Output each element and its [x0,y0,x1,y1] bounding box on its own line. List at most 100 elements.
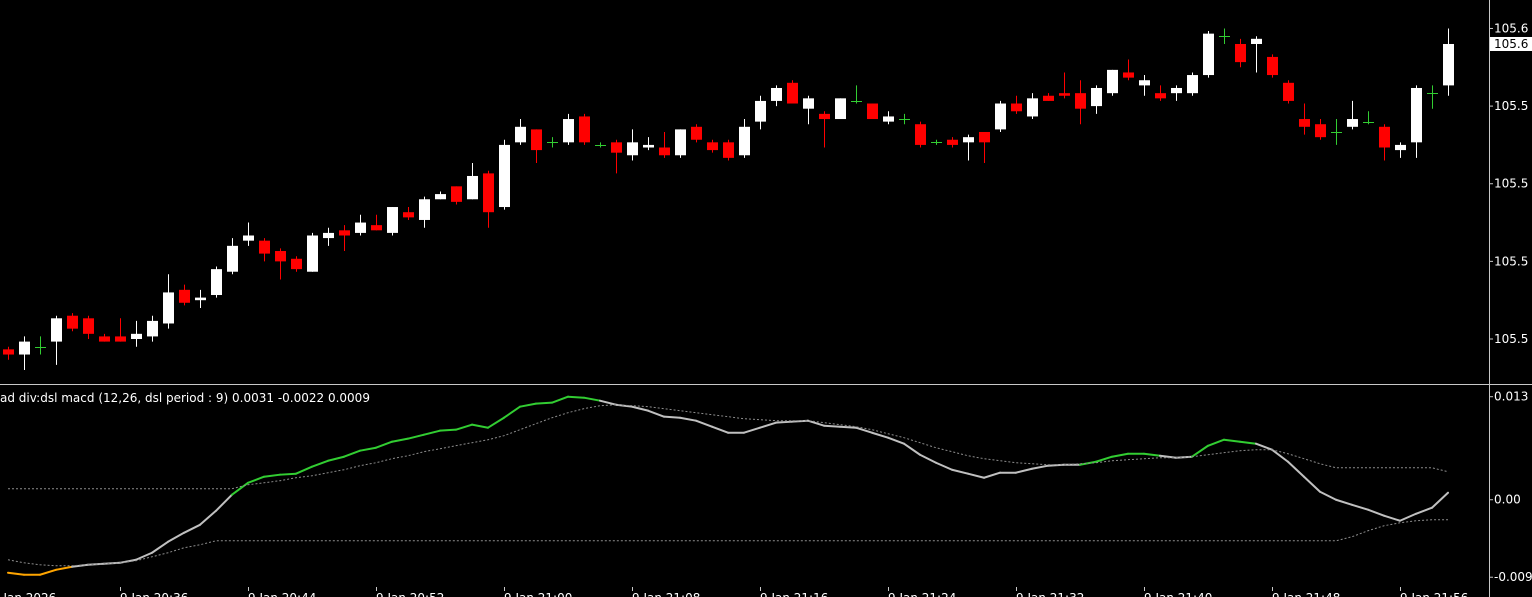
macd-segment [983,471,1001,479]
current-price-label: 105.6 [1494,37,1528,51]
candle-body [275,251,286,262]
candle-body [499,144,510,208]
candle-body [227,245,238,272]
y-tick-label: 105.5 [1494,177,1528,191]
y-tick-label: 105.5 [1494,254,1528,268]
macd-segment [439,428,457,432]
candle-body [515,126,526,143]
macd-segment [807,419,825,427]
macd-segment [343,449,361,458]
macd-segment [647,409,665,418]
candle-body [1075,93,1086,109]
indicator-title: ad div:dsl macd (12,26, dsl period : 9) … [0,391,370,405]
macd-segment [887,436,905,445]
macd-segment [199,509,217,526]
macd-segment [55,565,73,571]
x-tick-label: 9 Jan 21:40 [1144,591,1212,597]
y-tick-label: 105.6 [1494,21,1528,35]
candle-body [579,116,590,143]
macd-segment [247,475,265,484]
macd-segment [1143,452,1161,457]
candle-body [1171,87,1182,94]
candle-body [915,124,926,145]
macd-segment [743,426,761,434]
macd-segment [7,571,25,576]
macd-segment [1319,490,1337,501]
macd-segment [903,442,921,456]
x-tick-label: 9 Jan 21:48 [1272,591,1340,597]
candle-body [323,232,334,239]
macd-segment [1367,508,1385,517]
candle-body [1411,87,1422,143]
candle-body [1347,119,1358,127]
candle-body [675,129,686,156]
candle-body [643,144,654,148]
x-tick-label: 9 Jan 20:52 [376,591,444,597]
candle-body [371,225,382,231]
candle-body [435,194,446,200]
candle-body [659,147,670,156]
candle-body [531,129,542,151]
macd-segment [1207,438,1225,447]
candle-body [67,315,78,329]
macd-segment [679,416,697,422]
dotted-line [8,404,1449,490]
macd-segment [519,402,537,408]
candle-body [803,98,814,109]
candle-body [131,333,142,340]
candle-body [1203,33,1214,76]
y-tick-label: -0.009 [1494,570,1532,584]
macd-segment [359,446,377,452]
macd-segment [567,395,585,399]
candle-body [787,82,798,104]
macd-segment [871,431,889,439]
candle-body [339,230,350,236]
macd-segment [135,551,153,561]
candle-body [1155,93,1166,99]
candle-body [947,139,958,145]
x-tick-label: 9 Jan 21:00 [504,591,572,597]
macd-segment [1111,452,1129,458]
macd-segment [599,399,617,406]
macd-segment [1351,503,1369,511]
candle-body [291,258,302,270]
candle-body [1123,72,1134,78]
macd-segment [311,459,329,468]
candle-body [3,349,14,355]
macd-segment [1095,455,1113,463]
candle-body [1235,43,1246,63]
macd-segment [935,461,953,471]
candle-body [1379,126,1390,148]
candle-body [355,222,366,233]
macd-segment [487,416,505,429]
macd-segment [583,396,601,402]
x-tick-label: 9 Jan 20:36 [120,591,188,597]
y-tick-label: 0.013 [1494,390,1528,404]
candle-body [1139,80,1150,86]
candle-body [1107,69,1118,94]
macd-segment [535,401,553,405]
x-tick-label: 9 Jan 21:08 [632,591,700,597]
candle-body [1283,82,1294,101]
candle-body [771,87,782,101]
macd-segment [855,426,873,434]
macd-segment [1383,514,1401,522]
macd-segment [423,429,441,436]
candle-body [563,119,574,143]
x-tick-label: 9 Jan 21:32 [1016,591,1084,597]
candle-body [995,103,1006,130]
candle-body [467,175,478,200]
candle-body [963,137,974,143]
macd-segment [1079,460,1097,466]
candle-body [195,297,206,301]
macd-segment [1031,464,1049,470]
candle-body [1011,103,1022,112]
macd-segment [263,473,281,478]
candle-body [51,318,62,342]
x-tick-label: 9 Jan 21:56 [1400,591,1468,597]
candle-body [451,186,462,202]
macd-segment [631,405,649,412]
candle-body [691,126,702,140]
candle-body [1267,56,1278,76]
